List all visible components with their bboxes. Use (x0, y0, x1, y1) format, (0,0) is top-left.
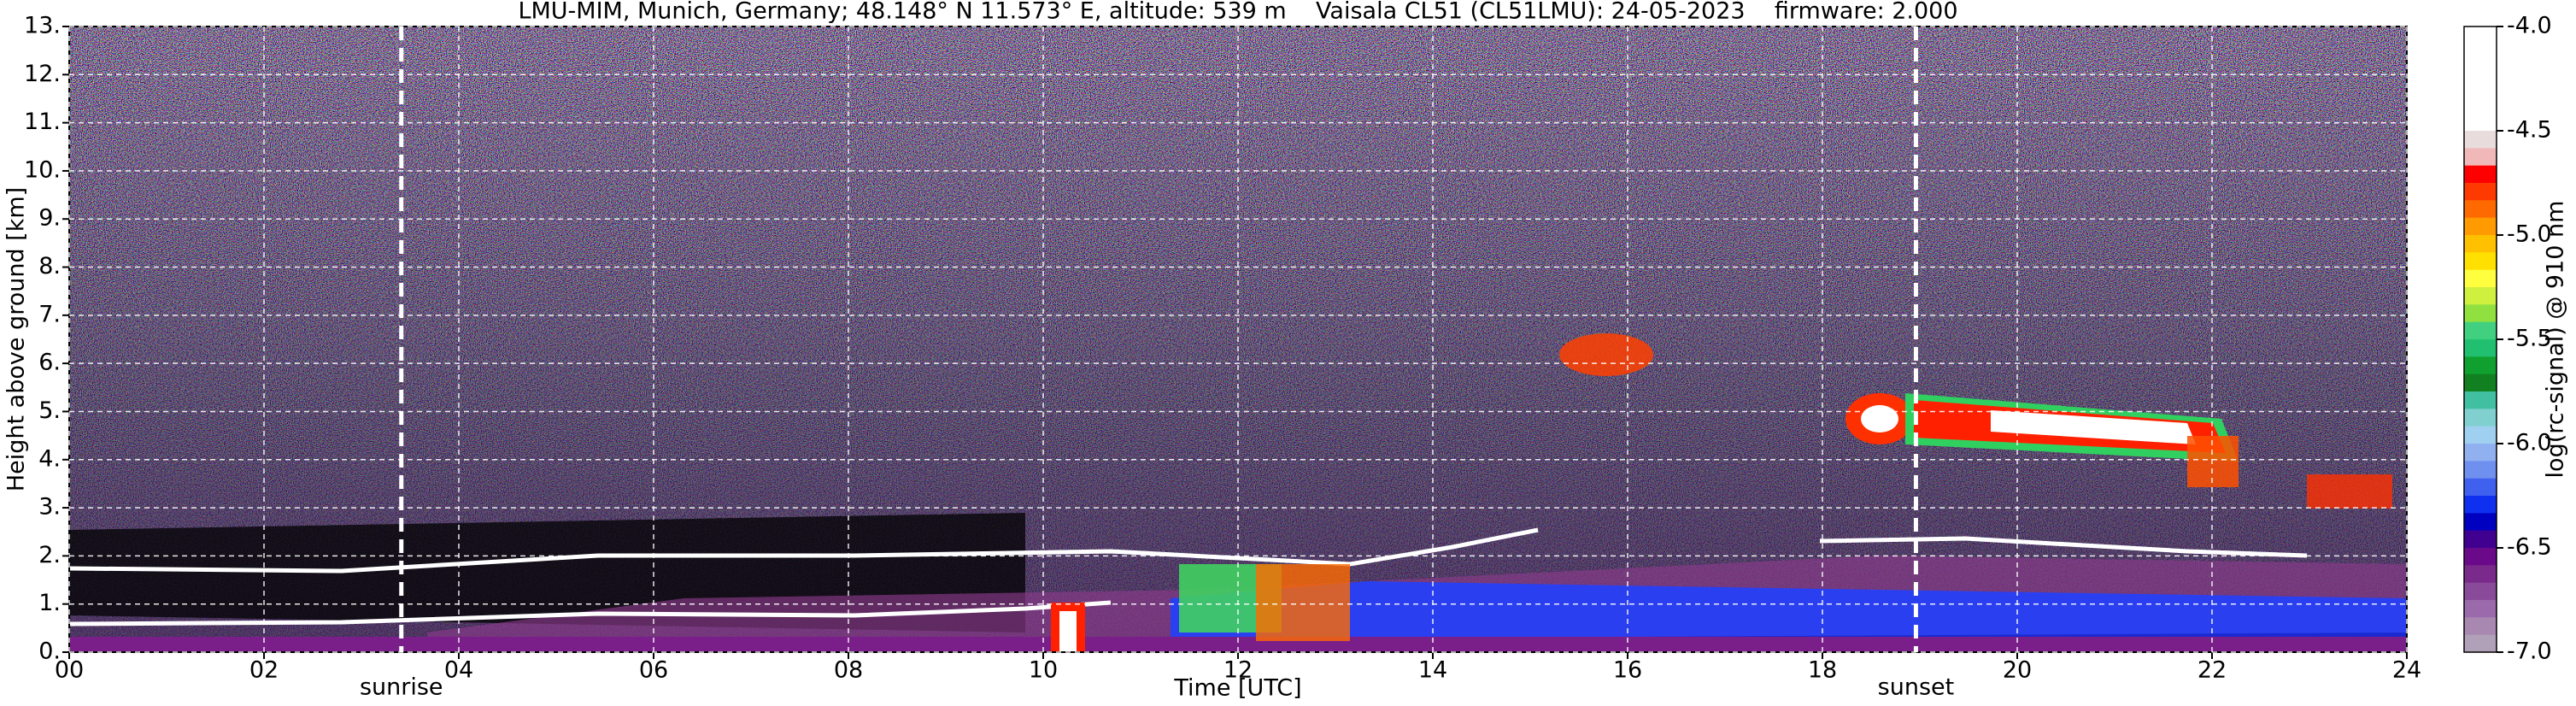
x-tick-label: 10 (1029, 657, 1058, 684)
colorbar-tick-label: -4.0 (2507, 13, 2552, 39)
x-tick-label: 16 (1613, 657, 1642, 684)
colorbar-band (2464, 617, 2497, 636)
colorbar-band (2464, 600, 2497, 618)
colorbar-band (2464, 148, 2497, 167)
colorbar-tick-label: -5.0 (2507, 221, 2552, 248)
colorbar-band (2464, 26, 2497, 44)
colorbar-band (2464, 183, 2497, 201)
y-tick-label: 10. (24, 156, 61, 183)
colorbar-band (2464, 339, 2497, 357)
colorbar-tick-label: -6.5 (2507, 534, 2552, 561)
y-tick-label: 13. (24, 13, 61, 39)
x-tick-label: 20 (2003, 657, 2032, 684)
colorbar-band (2464, 565, 2497, 584)
colorbar-band (2464, 113, 2497, 132)
colorbar-band (2464, 61, 2497, 79)
colorbar-band (2464, 269, 2497, 288)
x-tick-label: 02 (249, 657, 279, 684)
colorbar-tick-label: -4.5 (2507, 117, 2552, 144)
colorbar-band (2464, 478, 2497, 497)
y-tick-label: 8. (38, 253, 61, 279)
colorbar-label: log(rc-signal) @ 910 nm (2543, 201, 2569, 479)
colorbar-band (2464, 96, 2497, 115)
colorbar-band (2464, 409, 2497, 427)
y-tick-label: 2. (38, 542, 61, 568)
y-tick-label: 7. (38, 301, 61, 327)
x-tick-label: 24 (2392, 657, 2421, 684)
colorbar-band (2464, 79, 2497, 97)
colorbar-band (2464, 131, 2497, 149)
colorbar-band (2464, 426, 2497, 444)
chart-title: LMU-MIM, Munich, Germany; 48.148° N 11.5… (518, 0, 1957, 25)
colorbar-band (2464, 461, 2497, 479)
y-tick-label: 0. (38, 638, 61, 665)
colorbar-band (2464, 530, 2497, 549)
y-tick-label: 5. (38, 397, 61, 424)
y-tick-label: 12. (24, 61, 61, 87)
y-tick-label: 9. (38, 205, 61, 232)
y-tick-label: 3. (38, 494, 61, 521)
colorbar-band (2464, 513, 2497, 532)
annotation-label: sunset (1878, 674, 1955, 701)
x-tick-label: 06 (639, 657, 668, 684)
x-tick-label: 14 (1418, 657, 1447, 684)
x-axis-label: Time [UTC] (1173, 675, 1301, 702)
colorbar-band (2464, 582, 2497, 601)
colorbar-band (2464, 252, 2497, 271)
y-tick-label: 6. (38, 350, 61, 376)
colorbar-band (2464, 374, 2497, 392)
y-axis-label: Height above ground [km] (3, 187, 30, 491)
colorbar-band (2464, 304, 2497, 323)
y-tick-label: 11. (24, 109, 61, 135)
colorbar-band (2464, 356, 2497, 375)
colorbar-band (2464, 496, 2497, 514)
colorbar-band (2464, 235, 2497, 253)
colorbar-tick-label: -6.0 (2507, 430, 2552, 456)
x-tick-label: 04 (444, 657, 473, 684)
colorbar-band (2464, 444, 2497, 462)
colorbar-band (2464, 634, 2497, 653)
colorbar-band (2464, 200, 2497, 219)
colorbar-band (2464, 217, 2497, 236)
x-tick-label: 00 (55, 657, 84, 684)
colorbar-band (2464, 391, 2497, 409)
x-tick-label: 08 (834, 657, 863, 684)
x-tick-label: 12 (1223, 657, 1253, 684)
colorbar-band (2464, 287, 2497, 305)
x-tick-label: 18 (1808, 657, 1837, 684)
y-tick-label: 4. (38, 445, 61, 472)
y-tick-label: 1. (38, 590, 61, 616)
colorbar-tick-label: -7.0 (2507, 638, 2552, 665)
colorbar-band (2464, 548, 2497, 566)
x-tick-label: 22 (2198, 657, 2227, 684)
colorbar-tick-label: -5.5 (2507, 326, 2552, 352)
colorbar-band (2464, 321, 2497, 340)
colorbar-band (2464, 44, 2497, 62)
colorbar-band (2464, 165, 2497, 184)
annotation-label: sunrise (360, 674, 443, 701)
